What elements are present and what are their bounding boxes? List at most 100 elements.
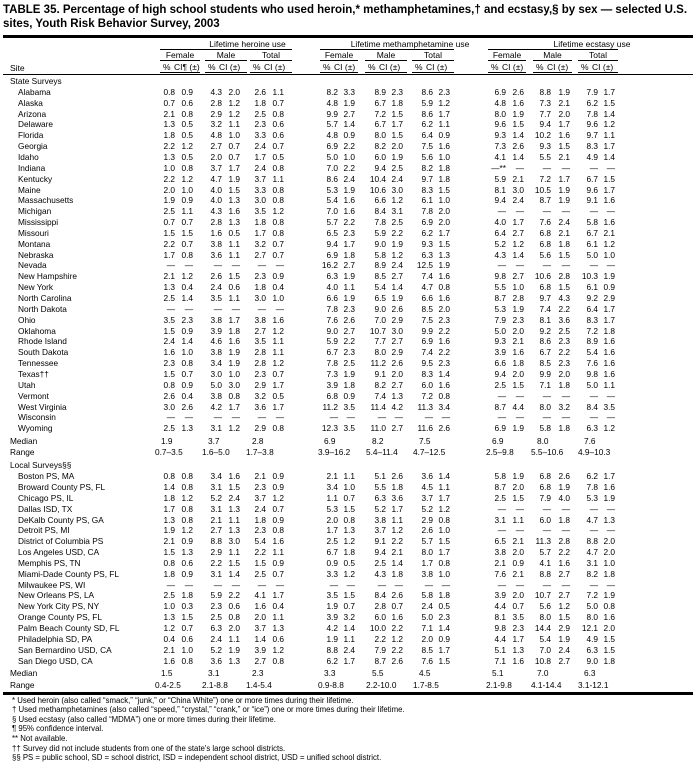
percent-value: 8.0 <box>586 612 598 623</box>
ci-value: — <box>561 260 570 271</box>
range-value: 5.5–10.6 <box>531 447 564 458</box>
table-row: San Diego USD, CA 1.6 0.8 3.6 1.3 2.7 0.8 6.2 1.… <box>0 656 696 667</box>
percent-value: 1.8 <box>254 282 266 293</box>
ci-value: 2.3 <box>343 303 355 314</box>
site-name: Tennessee <box>18 358 59 369</box>
percent-value: 1.7 <box>163 503 175 514</box>
ci-value: 1.9 <box>558 481 570 492</box>
ci-value: 1.7 <box>603 184 615 195</box>
percent-value: 8.6 <box>326 173 338 184</box>
percent-value: 1.5 <box>163 368 175 379</box>
ci-value: 4.3 <box>558 293 570 303</box>
ci-value: 2.2 <box>343 141 355 152</box>
ci-value: 0.7 <box>391 601 403 612</box>
percent-value: — <box>497 503 506 514</box>
ci-value: 1.2 <box>181 271 193 282</box>
percent-value: 1.0 <box>163 162 175 173</box>
percent-value: 8.6 <box>421 86 433 97</box>
ci-value: 1.9 <box>228 347 240 358</box>
percent-value: 5.9 <box>210 590 222 601</box>
ci-value: 2.0 <box>438 206 450 217</box>
percent-value: 2.9 <box>254 423 266 434</box>
percent-value: 7.9 <box>586 86 598 97</box>
percent-value: 8.1 <box>539 314 551 325</box>
ci-value: 1.1 <box>512 514 524 525</box>
percent-value: 9.0 <box>374 303 386 314</box>
ci-value: 2.0 <box>512 590 524 601</box>
ci-value: 1.6 <box>391 612 403 623</box>
ci-value: 2.5 <box>343 358 355 369</box>
percent-value: 3.5 <box>210 293 222 303</box>
percent-value: 3.1 <box>494 514 506 525</box>
table-row: Georgia 2.2 1.2 2.7 0.7 2.4 0.7 6.9 2.2 8.2 2.0 7.5… <box>0 141 696 152</box>
ci-value: 1.9 <box>343 293 355 303</box>
site-name: Memphis PS, TN <box>18 557 81 568</box>
percent-value: 0.8 <box>163 86 175 97</box>
ci-value: 0.7 <box>272 568 284 579</box>
ci-value: 1.1 <box>272 173 284 184</box>
site-name: Detroit PS, MI <box>18 525 70 536</box>
ci-value: 0.7 <box>272 97 284 108</box>
percent-value: 5.2 <box>210 644 222 655</box>
percent-value: 6.4 <box>586 303 598 314</box>
ci-value: 1.0 <box>438 568 450 579</box>
ci-value: 1.5 <box>603 644 615 655</box>
percent-value: 0.7 <box>163 97 175 108</box>
percent-value: 3.2 <box>254 238 266 249</box>
percent-value: 4.3 <box>210 86 222 97</box>
percent-value: 2.0 <box>326 514 338 525</box>
table-row: Dallas ISD, TX 1.7 0.8 3.1 1.3 2.4 0.7 5.3 1.5 5.… <box>0 504 696 515</box>
site-name: Dallas ISD, TX <box>18 503 73 514</box>
range-row: Range 0.7–3.5 1.6–5.0 1.7–3.8 3.9–16.2 5.4–11… <box>0 447 696 458</box>
ci-value: 2.7 <box>558 590 570 601</box>
percent-value: 8.4 <box>374 206 386 217</box>
ci-value: 1.5 <box>558 249 570 260</box>
ci-value: 1.2 <box>391 633 403 644</box>
ci-value: — <box>606 579 615 590</box>
percent-value: 2.1 <box>163 536 175 547</box>
ci-value: 1.7 <box>603 303 615 314</box>
ci-value: 1.6 <box>228 206 240 217</box>
percent-value: 5.4 <box>539 633 551 644</box>
ci-value: 1.0 <box>438 195 450 206</box>
ci-value: 0.9 <box>438 633 450 644</box>
percent-value: 8.2 <box>374 379 386 390</box>
percent-value: 6.3 <box>421 249 433 260</box>
percent-value: 4.2 <box>210 401 222 412</box>
percent-value: 3.3 <box>254 184 266 195</box>
range-value: 1.7-8.5 <box>413 679 439 690</box>
percent-value: 7.0 <box>539 644 551 655</box>
footnote: † Used methamphetamines (also called “sp… <box>12 705 405 715</box>
percent-value: —** <box>491 162 506 173</box>
ci-value: 1.7 <box>272 590 284 601</box>
ci-value: 1.7 <box>603 86 615 97</box>
ci-value: 0.8 <box>272 525 284 536</box>
table-row: Texas†† 1.5 0.7 3.0 1.0 2.3 0.7 7.3 1.9 9.1 2.0 8.3… <box>0 369 696 380</box>
percent-value: 1.8 <box>254 97 266 108</box>
sex-underline <box>365 60 407 61</box>
ci-value: 2.0 <box>512 481 524 492</box>
ci-value: 2.9 <box>391 314 403 325</box>
percent-value: 6.8 <box>539 238 551 249</box>
percent-value: — <box>329 412 338 423</box>
ci-value: 1.6 <box>438 141 450 152</box>
percent-value: 3.8 <box>210 314 222 325</box>
ci-value: 1.9 <box>603 271 615 282</box>
percent-value: 1.7 <box>326 525 338 536</box>
ci-value: 1.0 <box>181 184 193 195</box>
percent-value: 5.4 <box>254 536 266 547</box>
percent-value: 6.5 <box>494 536 506 547</box>
percent-value: 2.8 <box>254 347 266 358</box>
percent-value: 0.8 <box>163 471 175 482</box>
percent-value: 5.3 <box>326 503 338 514</box>
ci-value: 1.8 <box>558 514 570 525</box>
ci-value: 1.8 <box>391 481 403 492</box>
ci-value: — <box>394 579 403 590</box>
site-name: Nebraska <box>18 249 54 260</box>
ci-value: 1.2 <box>228 108 240 119</box>
percent-value: 9.6 <box>586 119 598 130</box>
percent-value: 8.7 <box>374 655 386 666</box>
percent-value: 2.6 <box>254 86 266 97</box>
percent-value: 4.0 <box>494 217 506 228</box>
median-value: 3.3 <box>324 667 336 678</box>
